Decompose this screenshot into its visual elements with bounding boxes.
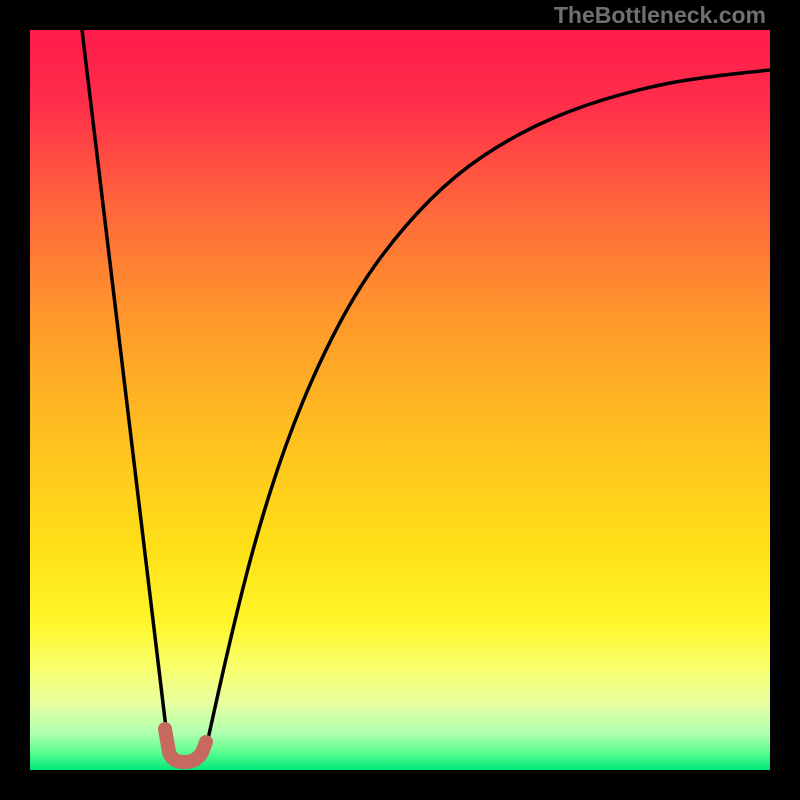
optimal-marker: [165, 729, 206, 762]
plot-area: [30, 30, 770, 770]
chart-frame: TheBottleneck.com: [0, 0, 800, 800]
watermark-text: TheBottleneck.com: [554, 2, 766, 29]
curve-layer: [30, 30, 770, 770]
bottleneck-curve: [82, 30, 770, 760]
